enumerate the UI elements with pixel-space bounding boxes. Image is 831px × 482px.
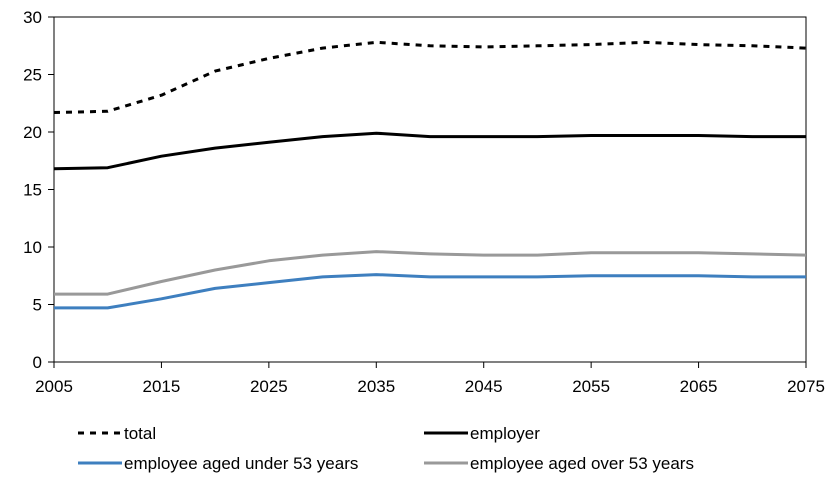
x-axis: 2005 2015 2025 2035 2045 2055 2065 2075 [35, 362, 825, 396]
legend: total employer employee aged under 53 year… [78, 424, 694, 473]
x-tick-label: 2025 [250, 377, 288, 396]
x-tick-label: 2035 [357, 377, 395, 396]
series-line-2 [53, 131, 806, 171]
y-tick-label: 20 [23, 123, 42, 142]
y-tick-label: 30 [23, 8, 42, 27]
y-tick-label: 10 [23, 238, 42, 257]
legend-label-4: employee aged over 53 years [470, 454, 694, 473]
y-tick-label: 15 [23, 181, 42, 200]
y-tick-label: 0 [33, 353, 42, 372]
y-tick-label: 25 [23, 66, 42, 85]
y-tick-label: 5 [33, 296, 42, 315]
plot-frame [53, 16, 807, 363]
series-line-1 [53, 40, 807, 114]
y-axis: 0 5 10 15 20 25 30 [23, 8, 54, 372]
x-tick-label: 2075 [787, 377, 825, 396]
plot-area [53, 16, 807, 363]
x-tick-label: 2005 [35, 377, 73, 396]
legend-label-3: employee aged under 53 years [124, 454, 358, 473]
series-line-3 [54, 273, 806, 310]
x-tick-label: 2045 [465, 377, 503, 396]
x-tick-label: 2015 [143, 377, 181, 396]
legend-label-2: employer [470, 424, 540, 443]
series-layer [53, 40, 807, 310]
x-tick-label: 2055 [572, 377, 610, 396]
series-line-4 [54, 250, 807, 296]
legend-label-1: total [124, 424, 156, 443]
x-tick-label: 2065 [680, 377, 718, 396]
